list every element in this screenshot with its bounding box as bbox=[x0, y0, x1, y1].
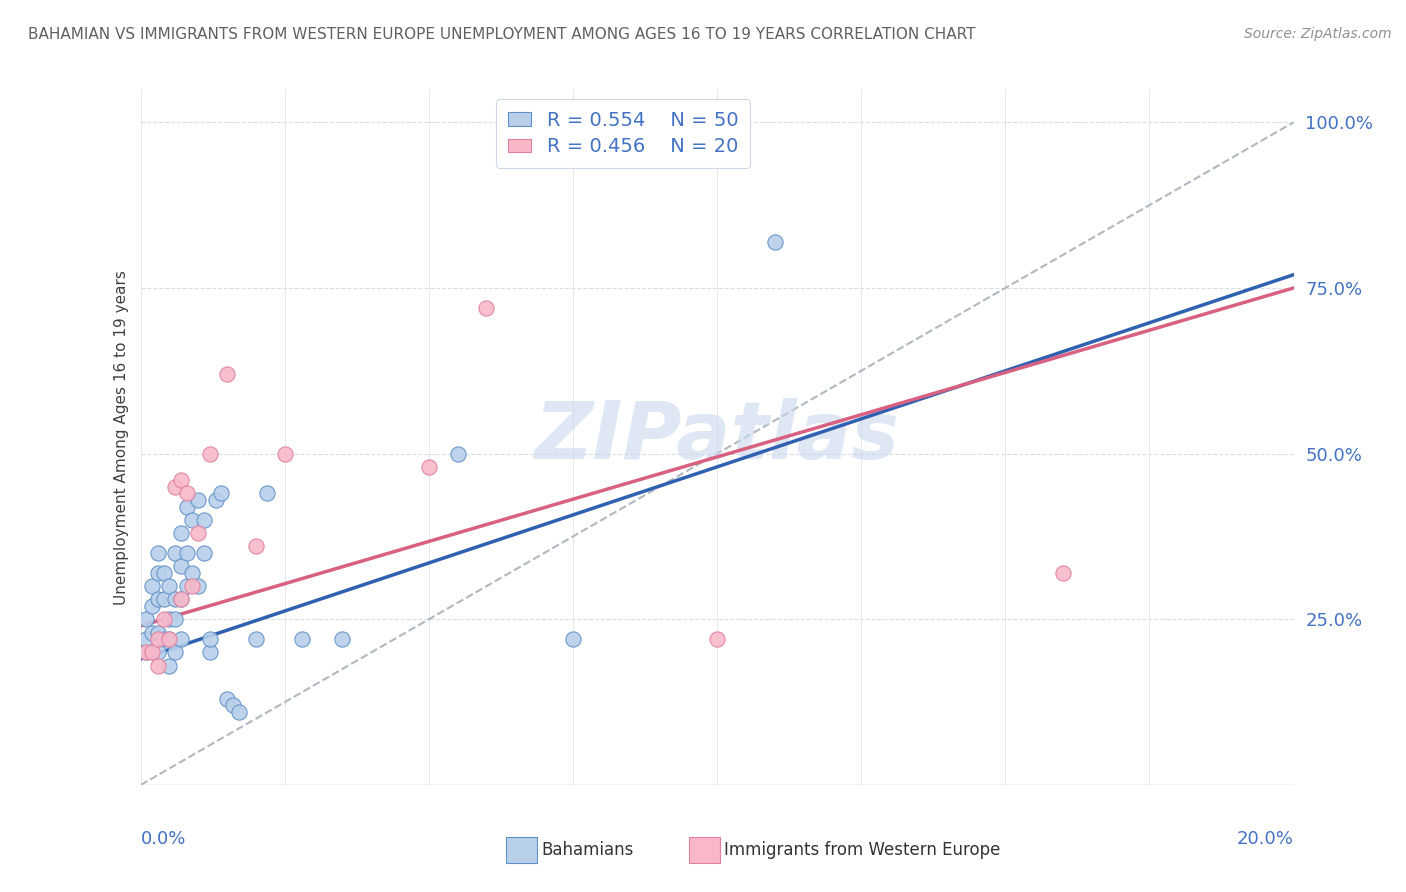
Point bbox=[222, 698, 245, 713]
Text: Immigrants from Western Europe: Immigrants from Western Europe bbox=[724, 841, 1001, 859]
Point bbox=[170, 592, 193, 607]
Point bbox=[170, 473, 193, 487]
Point bbox=[181, 513, 204, 527]
Point bbox=[170, 559, 193, 574]
Point bbox=[181, 566, 204, 580]
Point bbox=[135, 632, 157, 647]
Point bbox=[135, 645, 157, 659]
Point bbox=[141, 579, 163, 593]
Point bbox=[146, 625, 169, 640]
Point bbox=[152, 592, 174, 607]
Point bbox=[447, 447, 470, 461]
Point bbox=[763, 235, 786, 249]
Point bbox=[562, 632, 585, 647]
Point bbox=[198, 632, 221, 647]
Point bbox=[146, 566, 169, 580]
Point bbox=[170, 632, 193, 647]
Point bbox=[165, 645, 187, 659]
Point bbox=[228, 705, 250, 719]
Point bbox=[245, 540, 267, 554]
Point bbox=[170, 592, 193, 607]
Point bbox=[141, 599, 163, 613]
Point bbox=[159, 579, 180, 593]
Point bbox=[181, 579, 204, 593]
Point bbox=[170, 526, 193, 541]
Point bbox=[146, 632, 169, 647]
Point bbox=[176, 579, 198, 593]
Point bbox=[159, 632, 180, 647]
Point bbox=[141, 645, 163, 659]
Point bbox=[187, 526, 209, 541]
Point bbox=[217, 367, 239, 381]
Point bbox=[141, 645, 163, 659]
Point bbox=[176, 546, 198, 560]
Point bbox=[245, 632, 267, 647]
Point bbox=[176, 486, 198, 500]
Point bbox=[152, 612, 174, 626]
Point bbox=[152, 632, 174, 647]
Text: BAHAMIAN VS IMMIGRANTS FROM WESTERN EUROPE UNEMPLOYMENT AMONG AGES 16 TO 19 YEAR: BAHAMIAN VS IMMIGRANTS FROM WESTERN EURO… bbox=[28, 27, 976, 42]
Point bbox=[176, 500, 198, 514]
Point bbox=[165, 612, 187, 626]
Point bbox=[1052, 566, 1074, 580]
Point bbox=[135, 645, 157, 659]
Point bbox=[135, 612, 157, 626]
Point bbox=[193, 513, 215, 527]
Point bbox=[165, 592, 187, 607]
Point bbox=[187, 579, 209, 593]
Point bbox=[418, 459, 440, 474]
Point bbox=[209, 486, 232, 500]
Point bbox=[146, 592, 169, 607]
Point bbox=[141, 625, 163, 640]
Text: 0.0%: 0.0% bbox=[141, 830, 186, 847]
Point bbox=[706, 632, 728, 647]
Point bbox=[198, 645, 221, 659]
Point bbox=[146, 546, 169, 560]
Point bbox=[198, 447, 221, 461]
Point bbox=[332, 632, 354, 647]
Point bbox=[193, 546, 215, 560]
Text: Bahamians: Bahamians bbox=[541, 841, 634, 859]
Point bbox=[256, 486, 278, 500]
Point bbox=[187, 493, 209, 508]
Point bbox=[291, 632, 314, 647]
Point bbox=[217, 691, 239, 706]
Point bbox=[152, 566, 174, 580]
Y-axis label: Unemployment Among Ages 16 to 19 years: Unemployment Among Ages 16 to 19 years bbox=[114, 269, 129, 605]
Point bbox=[165, 546, 187, 560]
Point bbox=[146, 645, 169, 659]
Text: ZIPatlas: ZIPatlas bbox=[534, 398, 900, 476]
Point bbox=[274, 447, 297, 461]
Point bbox=[165, 480, 187, 494]
Text: Source: ZipAtlas.com: Source: ZipAtlas.com bbox=[1244, 27, 1392, 41]
Point bbox=[475, 301, 498, 315]
Point bbox=[159, 658, 180, 673]
Point bbox=[146, 658, 169, 673]
Legend: R = 0.554    N = 50, R = 0.456    N = 20: R = 0.554 N = 50, R = 0.456 N = 20 bbox=[496, 99, 749, 168]
Point bbox=[204, 493, 226, 508]
Point bbox=[159, 612, 180, 626]
Text: 20.0%: 20.0% bbox=[1237, 830, 1294, 847]
Point bbox=[159, 632, 180, 647]
